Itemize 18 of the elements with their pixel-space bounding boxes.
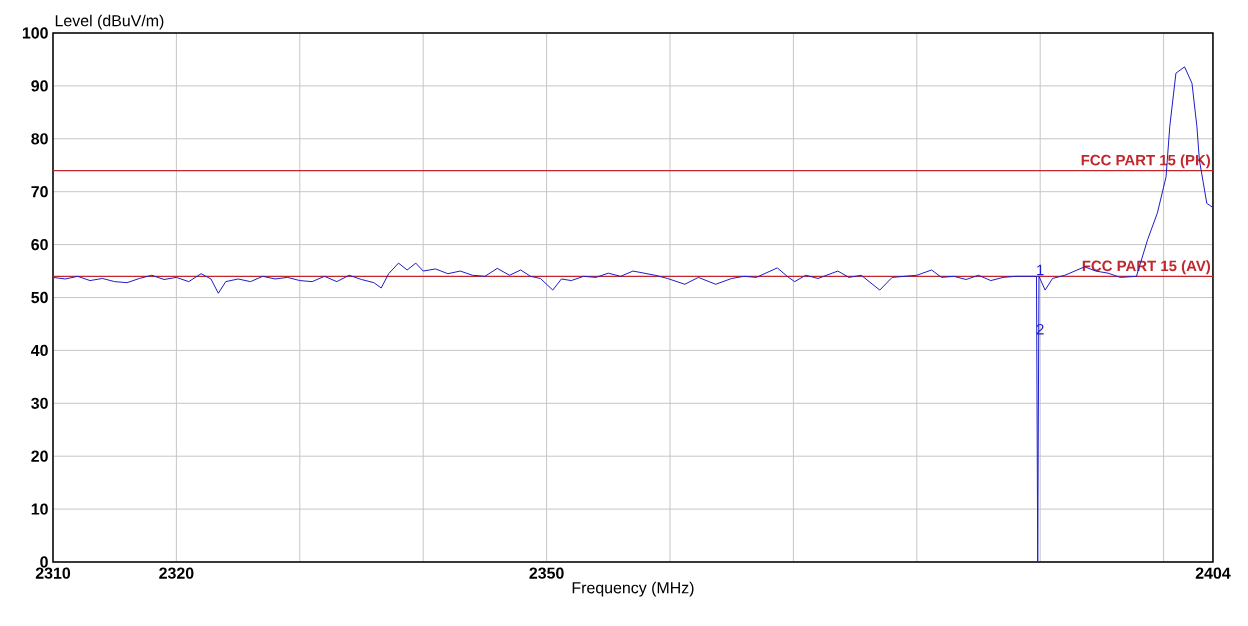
x-tick-label: 2310: [35, 567, 71, 579]
x-tick-label: 2320: [159, 567, 194, 579]
y-tick-label: 0: [40, 556, 48, 568]
y-tick-label: 70: [31, 186, 48, 198]
y-tick-label: 30: [31, 397, 48, 409]
y-tick-label: 20: [31, 450, 48, 462]
y-tick-label: 40: [30, 344, 48, 357]
y-tick-label: 90: [31, 80, 48, 92]
y-tick-label: 60: [31, 238, 48, 251]
x-tick-label: 2350: [529, 567, 564, 579]
y-tick-label: 10: [31, 503, 48, 515]
y-tick-label: 50: [31, 291, 48, 304]
y-tick-label: 100: [22, 27, 48, 39]
x-axis-title: Frequency (MHz): [572, 581, 694, 597]
annotation: 1: [1037, 264, 1044, 276]
x-tick-label: 2404: [1195, 567, 1231, 579]
y-axis-title: Level (dBuV/m): [55, 14, 164, 30]
y-tick-label: 80: [31, 133, 48, 145]
